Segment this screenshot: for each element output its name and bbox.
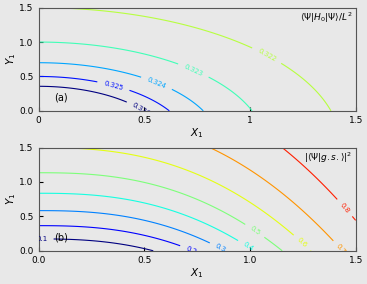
Text: (a): (a) [54, 93, 68, 103]
Text: 0.325: 0.325 [103, 80, 124, 91]
Text: 0.6: 0.6 [296, 237, 308, 249]
Text: 0.7: 0.7 [335, 243, 347, 256]
Y-axis label: $Y_1$: $Y_1$ [4, 193, 18, 205]
Text: 0.323: 0.323 [183, 63, 204, 77]
Text: 0.3: 0.3 [214, 243, 227, 253]
Text: 0.324: 0.324 [146, 76, 167, 89]
Text: (b): (b) [54, 233, 68, 243]
Text: 0.8: 0.8 [339, 202, 351, 214]
Text: 0.5: 0.5 [249, 225, 261, 236]
Text: 0.4: 0.4 [241, 241, 254, 252]
Text: 0.2: 0.2 [185, 245, 197, 255]
X-axis label: $X_1$: $X_1$ [190, 266, 204, 280]
Text: $|\langle\Psi|g.s.\rangle|^2$: $|\langle\Psi|g.s.\rangle|^2$ [304, 151, 352, 165]
X-axis label: $X_1$: $X_1$ [190, 126, 204, 140]
Text: $\langle\Psi|H_0|\Psi\rangle/L^2$: $\langle\Psi|H_0|\Psi\rangle/L^2$ [300, 11, 352, 25]
Y-axis label: $Y_1$: $Y_1$ [4, 53, 18, 65]
Text: 0.322: 0.322 [257, 48, 277, 63]
Text: 0.1: 0.1 [36, 236, 47, 242]
Text: 0.326: 0.326 [131, 102, 152, 117]
